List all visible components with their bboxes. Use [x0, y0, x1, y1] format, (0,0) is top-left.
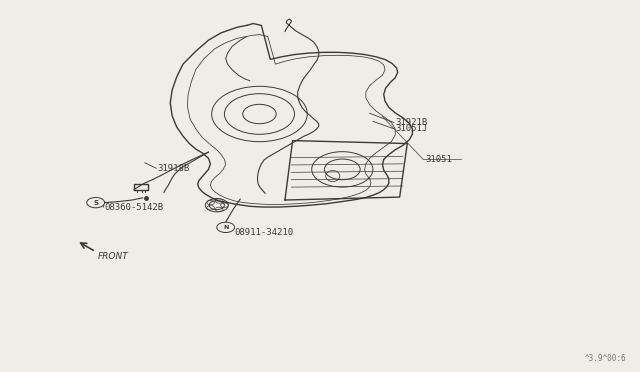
Text: FRONT: FRONT	[99, 252, 129, 262]
Text: 08911-34210: 08911-34210	[235, 228, 294, 237]
Text: 31051J: 31051J	[395, 124, 428, 133]
Text: 31921B: 31921B	[395, 118, 428, 127]
Text: 31918B: 31918B	[157, 164, 189, 173]
Text: N: N	[223, 225, 228, 230]
Text: 08360-5142B: 08360-5142B	[104, 203, 164, 212]
Text: ^3.9^00:6: ^3.9^00:6	[584, 354, 626, 363]
Text: 31051: 31051	[425, 155, 452, 164]
Text: S: S	[93, 200, 98, 206]
